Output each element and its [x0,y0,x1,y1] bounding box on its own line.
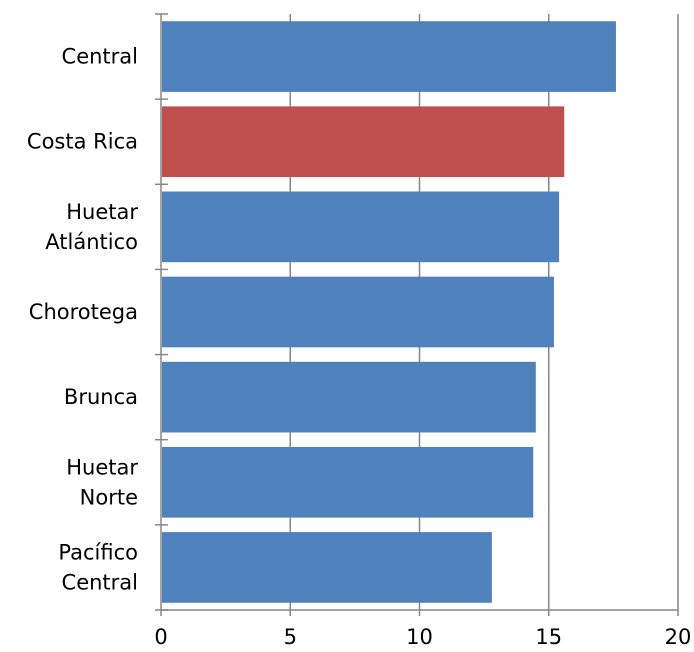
x-tick-label: 10 [406,625,433,649]
x-tick-label: 15 [535,625,562,649]
category-label: Huetar Norte [66,455,138,509]
x-tick-label: 5 [284,625,297,649]
bar-1 [162,106,565,178]
category-label: Brunca [64,385,138,409]
bar-3 [162,276,554,348]
bar-5 [162,446,534,518]
category-label: Central [62,45,138,69]
bar-4 [162,361,536,433]
category-label: Pacífico Central [58,540,138,594]
bar-0 [162,21,616,92]
category-label: Chorotega [29,300,138,324]
axis-labels: 0 5 10 15 20 Central Costa Rica Huetar Atlántico… [27,45,691,649]
bar-2 [162,191,560,263]
category-label: Costa Rica [27,130,138,154]
axis-ticks [155,13,679,616]
x-tick-label: 0 [154,625,167,649]
bar-6 [162,532,492,603]
category-label: Huetar Atlántico [45,200,138,254]
bars [162,21,616,603]
x-tick-label: 20 [665,625,692,649]
